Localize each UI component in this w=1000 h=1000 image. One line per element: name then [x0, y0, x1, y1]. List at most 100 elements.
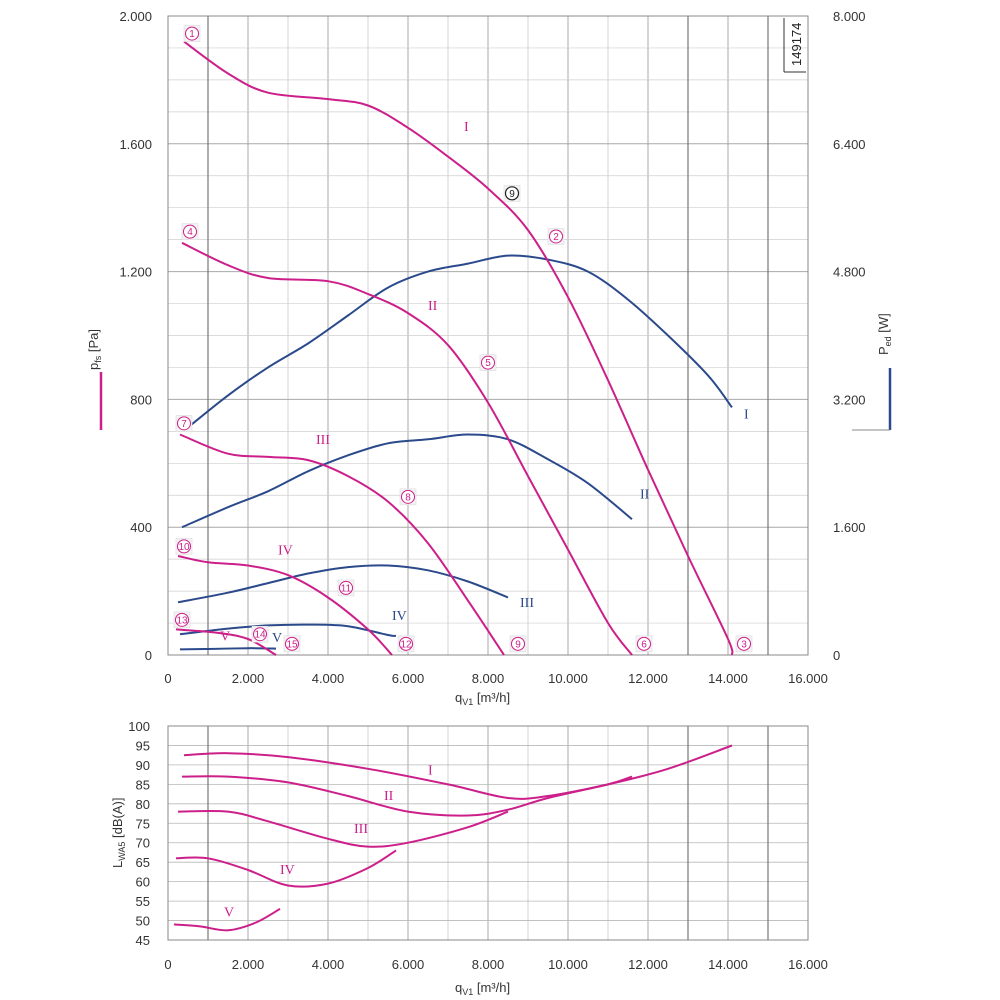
y-tick-label: 50: [136, 914, 150, 929]
operating-point-marker: 8: [399, 488, 417, 506]
operating-point-marker: 3: [735, 635, 753, 653]
pressure-curve-i: [183, 40, 734, 656]
operating-point-marker: 5: [479, 354, 497, 371]
marker-number: 7: [181, 419, 187, 430]
y-tick-label: 55: [136, 894, 150, 909]
figure-id: 149174: [789, 23, 804, 66]
y-tick-label: 100: [128, 719, 150, 734]
sound-curve-ii: [181, 775, 633, 817]
sound-curve-label: III: [354, 822, 368, 837]
figure-id-stamp: 149174: [783, 18, 806, 73]
y-tick-label: 80: [136, 797, 150, 812]
pressure-curve-label: I: [464, 120, 469, 135]
top-chart-tick-labels: 0 2.000 4.000 6.000 8.000 10.000 12.000 14.000 1…: [119, 9, 865, 686]
marker-number: 6: [641, 639, 647, 650]
y2-tick-label: 0: [833, 648, 840, 663]
pressure-curve-label: III: [316, 433, 330, 448]
x-tick-label: 14.000: [708, 671, 748, 686]
marker-number: 10: [178, 542, 190, 553]
operating-point-marker: 12: [397, 635, 415, 653]
y-tick-label: 1.200: [119, 265, 152, 280]
bottom-xlabel: qV1 [m³/h]: [455, 980, 510, 997]
power-curve-label: II: [640, 487, 650, 502]
power-curve-label: IV: [392, 609, 407, 624]
bottom-plot-frame: [167, 725, 809, 941]
marker-number: 11: [341, 583, 352, 594]
ylabel-sub: fs: [93, 355, 103, 363]
y-tick-label: 400: [130, 520, 152, 535]
y2label-unit: [W]: [876, 313, 891, 336]
x-tick-label: 0: [164, 671, 171, 686]
power-curve-i: [187, 254, 733, 429]
x-tick-label: 4.000: [312, 957, 345, 972]
marker-number: 14: [254, 630, 266, 641]
operating-point-marker: 4: [181, 223, 199, 240]
pressure-curve-iii: [179, 433, 505, 656]
x-tick-label: 8.000: [472, 671, 505, 686]
power-curve-label: V: [272, 631, 282, 646]
x-tick-label: 10.000: [548, 957, 588, 972]
operating-point-marker: 13: [173, 611, 191, 629]
x-tick-label: 2.000: [232, 671, 265, 686]
x-tick-label: 0: [164, 957, 171, 972]
operating-point-marker: 14: [251, 625, 269, 643]
marker-number: 3: [741, 639, 747, 650]
y-tick-label: 85: [136, 777, 150, 792]
y-tick-label: 1.600: [119, 137, 152, 152]
x-tick-label: 16.000: [788, 671, 828, 686]
y2label-sub: ed: [883, 336, 893, 346]
y-tick-label: 60: [136, 875, 150, 890]
y-tick-label: 90: [136, 758, 150, 773]
y2-tick-label: 8.000: [833, 9, 866, 24]
y2-tick-label: 3.200: [833, 392, 866, 407]
x-tick-label: 12.000: [628, 957, 668, 972]
power-axis-label: Ped [W]: [852, 313, 893, 431]
x-tick-label: 14.000: [708, 957, 748, 972]
x-tick-label: 2.000: [232, 957, 265, 972]
marker-number: 15: [286, 639, 298, 650]
top-chart-grid: [167, 15, 809, 656]
x-tick-label: 8.000: [472, 957, 505, 972]
sound-curve-label: I: [428, 764, 433, 779]
operating-point-marker: 9: [509, 635, 527, 653]
y2label-main: P: [876, 346, 891, 355]
bottom-chart-grid: [167, 725, 809, 941]
operating-point-marker: 10: [175, 538, 193, 555]
pressure-curve-label: II: [428, 299, 438, 314]
power-curve-iii: [177, 564, 509, 604]
top-xlabel: qV1 [m³/h]: [455, 690, 510, 707]
marker-number: 13: [176, 615, 188, 626]
power-curve-label: III: [520, 596, 534, 611]
y-tick-label: 800: [130, 392, 152, 407]
pressure-axis-label: pfs [Pa]: [86, 329, 103, 430]
y2-tick-label: 6.400: [833, 137, 866, 152]
marker-number: 8: [405, 492, 411, 503]
marker-number: 4: [187, 227, 193, 238]
sound-curve-label: V: [224, 906, 234, 921]
operating-point-marker: 11: [337, 579, 355, 597]
x-tick-label: 10.000: [548, 671, 588, 686]
sound-curve-iv: [175, 849, 397, 888]
power-curve-label: I: [744, 408, 749, 423]
y-tick-label: 70: [136, 836, 150, 851]
y-tick-label: 2.000: [119, 9, 152, 24]
x-tick-label: 6.000: [392, 671, 425, 686]
y-tick-label: 0: [145, 648, 152, 663]
y-tick-label: 65: [136, 855, 150, 870]
pressure-curve-v: [175, 628, 277, 656]
svg-text:Ped [W]: Ped [W]: [876, 313, 893, 355]
svg-text:pfs [Pa]: pfs [Pa]: [86, 329, 103, 370]
y2-tick-label: 4.800: [833, 265, 866, 280]
bottom-chart-curves: [173, 744, 733, 932]
marker-number: 5: [485, 358, 491, 369]
power-curve-v: [179, 647, 277, 651]
power-curve-ii: [181, 433, 633, 529]
operating-point-marker: 2: [547, 228, 565, 245]
marker-number: 9: [509, 189, 515, 200]
operating-point-marker: 7: [175, 415, 193, 432]
bottom-ylabel: LWA5 [dB(A)]: [110, 798, 127, 868]
x-tick-label: 16.000: [788, 957, 828, 972]
sound-curve-i: [183, 744, 733, 800]
